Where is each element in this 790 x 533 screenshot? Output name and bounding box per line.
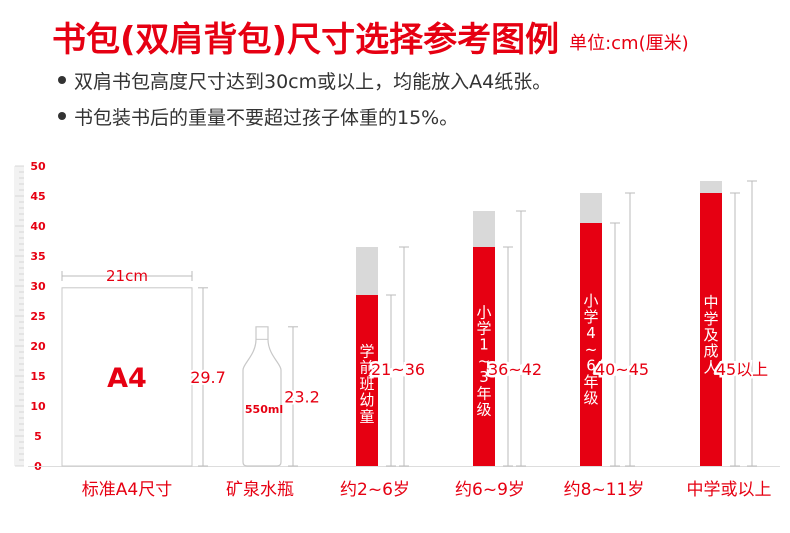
range-label: 36~42	[488, 360, 542, 379]
bar-label-char: 中	[703, 294, 718, 312]
bar-label-char: 学	[476, 319, 491, 337]
bar-label-char: 小	[476, 303, 491, 321]
bar-label-char: 幼	[359, 391, 374, 409]
bar-label-char: 及	[703, 326, 718, 344]
bar-label-char: 年	[583, 373, 598, 391]
bar-label-char: 级	[476, 400, 491, 418]
bar	[700, 193, 722, 466]
y-tick-label: 5	[34, 430, 42, 443]
bar-range	[700, 181, 722, 193]
bar-range	[356, 247, 378, 295]
title-unit: 单位:cm(厘米)	[569, 33, 689, 54]
note-item: 书包装书后的重量不要超过孩子体重的15%。	[58, 102, 458, 130]
bar-label-char: 学	[583, 308, 598, 326]
y-tick-label: 30	[30, 280, 46, 293]
category-label: 约6~9岁	[455, 480, 525, 500]
page-title: 书包(双肩背包)尺寸选择参考图例 单位:cm(厘米)	[52, 2, 689, 62]
bar-label-char: 学	[703, 310, 718, 328]
bar-label-char: 童	[359, 407, 374, 425]
bar-label-char: 学	[359, 343, 374, 361]
water-bottle	[242, 326, 282, 467]
range-label: 45以上	[716, 360, 768, 379]
note-text: 书包装书后的重量不要超过孩子体重的15%。	[74, 106, 459, 129]
y-tick-label: 15	[30, 370, 45, 383]
bottle-height-label: 23.2	[284, 387, 320, 406]
a4-height-label: 29.7	[190, 368, 226, 387]
y-tick-label: 50	[30, 160, 46, 173]
y-tick-label: 25	[30, 310, 45, 323]
bar	[473, 247, 495, 466]
y-tick-label: 20	[30, 340, 46, 353]
bar-label-char: 4	[586, 324, 596, 342]
category-label: 约2~6岁	[340, 480, 410, 500]
category-label: 约8~11岁	[564, 480, 645, 500]
category-label: 标准A4尺寸	[82, 480, 172, 500]
bar-label-char: 1	[479, 336, 489, 354]
category-label: 矿泉水瓶	[226, 480, 294, 500]
note-text: 双肩书包高度尺寸达到30cm或以上，均能放入A4纸张。	[74, 70, 552, 93]
bar-label: 小学4~6年级	[583, 292, 598, 407]
bar-range	[580, 193, 602, 223]
bar-label-char: ~	[585, 340, 598, 358]
bullet-icon	[58, 112, 66, 120]
bar-label-char: 6	[586, 357, 596, 375]
range-label: 21~36	[371, 360, 425, 379]
bar-label-char: 小	[583, 292, 598, 310]
a4-width-label: 21cm	[106, 267, 148, 285]
title-main: 书包(双肩背包)尺寸选择参考图例	[52, 20, 560, 60]
bar-label-char: 人	[703, 358, 718, 376]
range-label: 40~45	[595, 360, 649, 379]
y-tick-label: 35	[30, 250, 45, 263]
bar	[356, 295, 378, 466]
bar-label: 小学1~3年级	[476, 303, 491, 418]
bar-range	[473, 211, 495, 247]
category-label: 中学或以上	[687, 480, 772, 500]
bullet-icon	[58, 76, 66, 84]
bar-label-char: 年	[476, 384, 491, 402]
bottle-label: 550ml	[245, 403, 283, 416]
a4-label: A4	[107, 363, 147, 394]
y-tick-label: 40	[30, 220, 46, 233]
y-tick-label: 10	[30, 400, 46, 413]
bar-label-char: ~	[478, 352, 491, 370]
bar	[580, 223, 602, 466]
y-tick-label: 45	[30, 190, 45, 203]
a4-paper	[61, 287, 193, 467]
bar-label-char: 成	[703, 342, 718, 360]
bar-label-char: 级	[583, 389, 598, 407]
bar-label-char: 班	[359, 375, 374, 393]
bar-label-char: 3	[479, 368, 489, 386]
note-item: 双肩书包高度尺寸达到30cm或以上，均能放入A4纸张。	[58, 66, 551, 94]
bar-label-char: 前	[359, 359, 374, 377]
